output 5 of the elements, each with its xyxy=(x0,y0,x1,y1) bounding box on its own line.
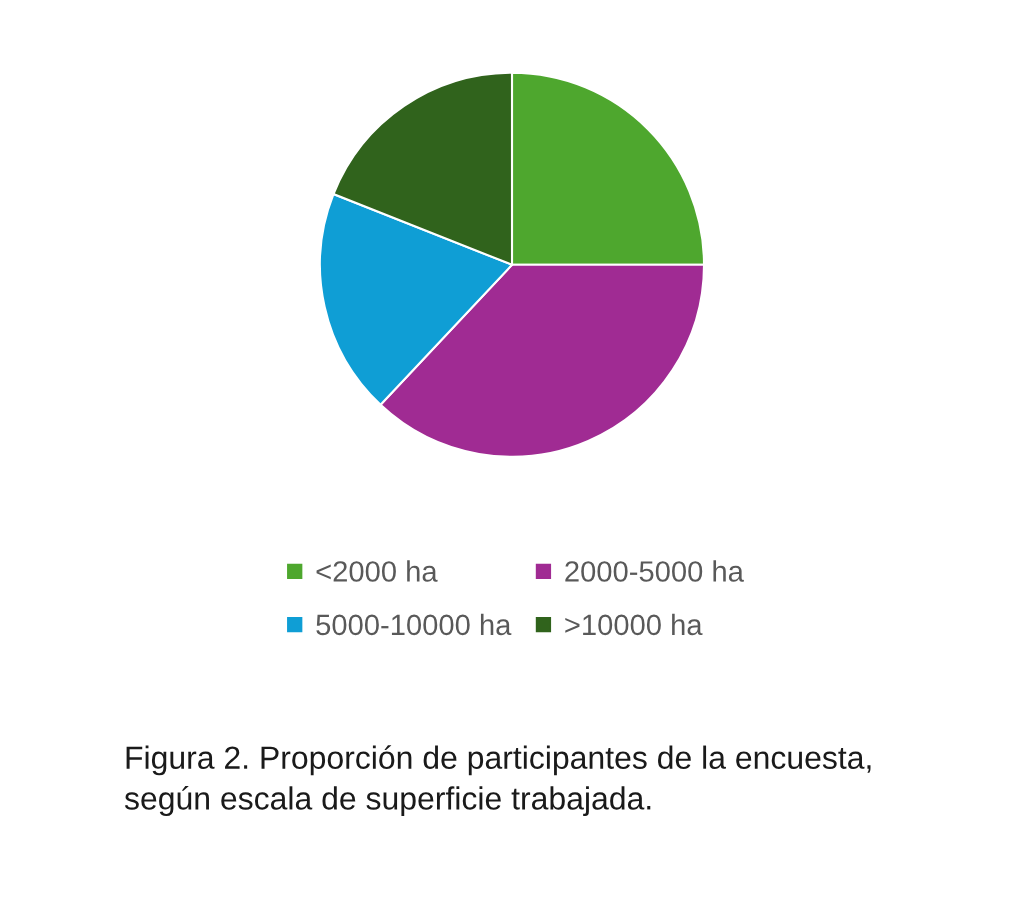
legend-label: >10000 ha xyxy=(565,613,703,636)
legend-label: 2000-5000 ha xyxy=(565,560,744,582)
legend-label: 5000-10000 ha xyxy=(316,613,512,636)
text: Figura 2. Proporción de participantes de la encuesta, según escala de superficie trabajada. xyxy=(124,745,871,817)
legend-label: <2000 ha xyxy=(316,560,438,582)
